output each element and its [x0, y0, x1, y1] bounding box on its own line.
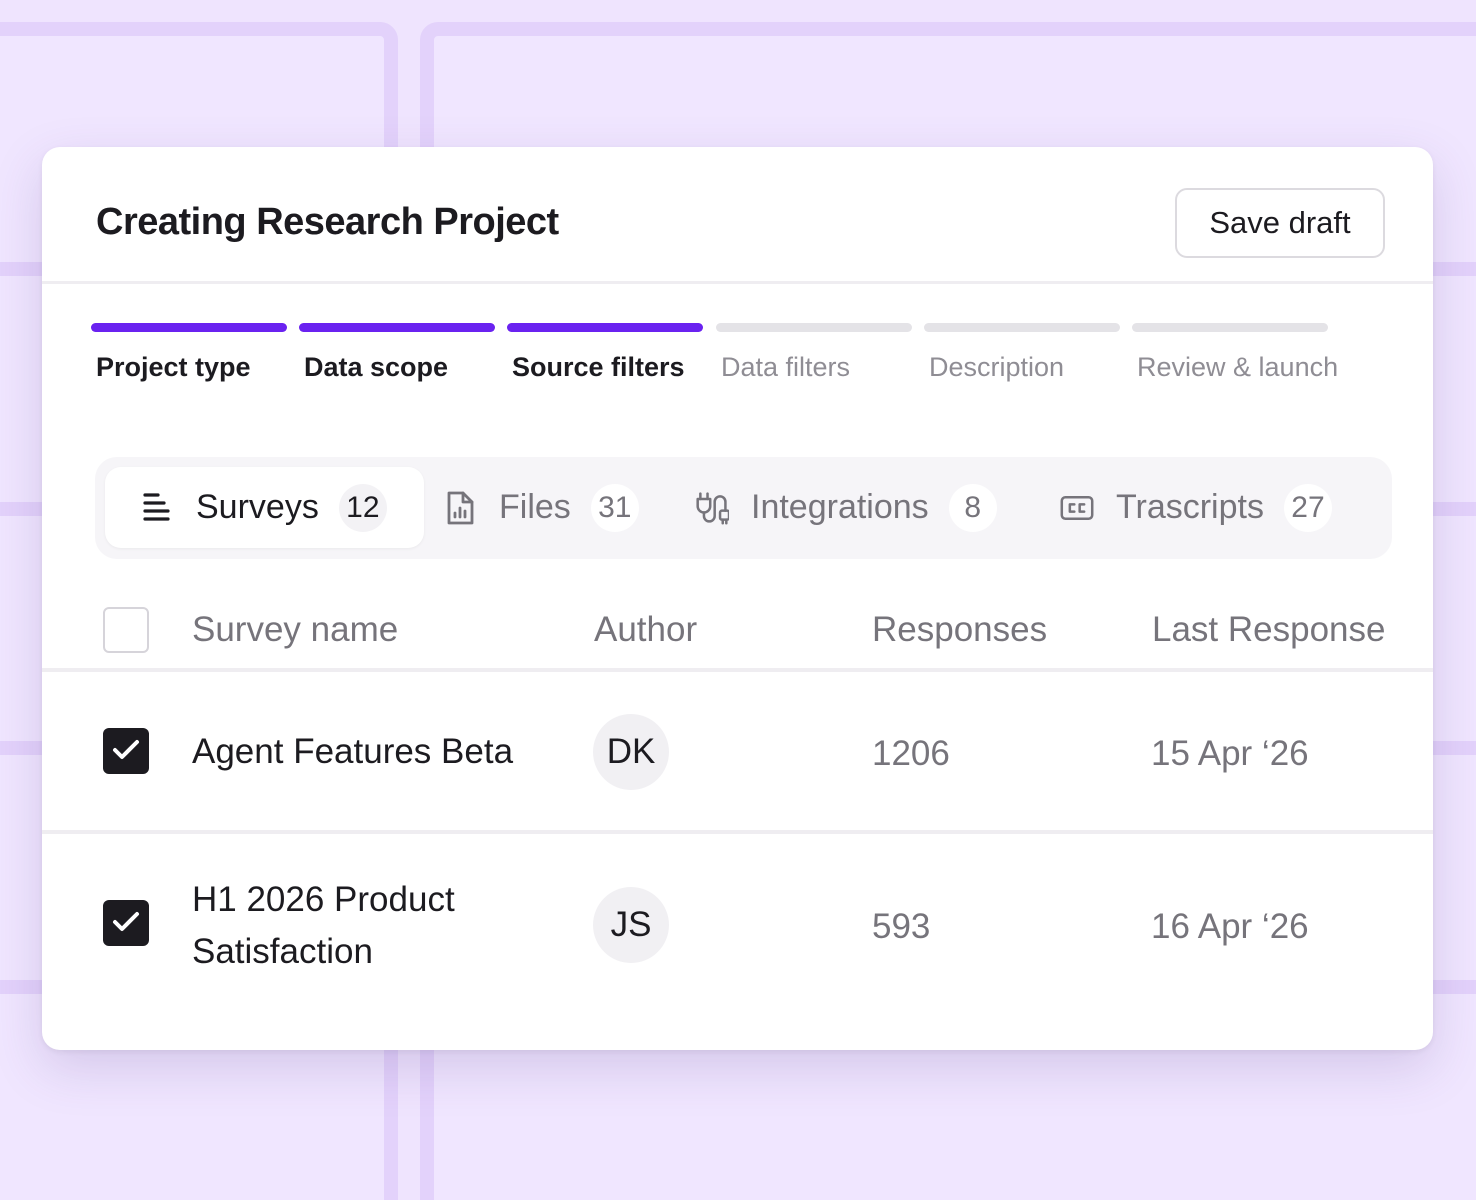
tab-label: Trascripts	[1116, 488, 1264, 526]
tab-transcripts[interactable]: Trascripts 27	[1060, 467, 1360, 548]
avatar: JS	[593, 887, 669, 963]
select-all-checkbox[interactable]	[103, 607, 149, 653]
tab-label: Files	[499, 488, 571, 526]
survey-name: H1 2026 Product Satisfaction	[192, 880, 455, 971]
plug-icon	[695, 491, 729, 525]
step-label: Review & launch	[1137, 352, 1339, 382]
last-response-date: 15 Apr ‘26	[1151, 734, 1309, 773]
column-header-responses[interactable]: Responses	[872, 610, 1048, 649]
step-label: Description	[929, 352, 1065, 382]
step-source-filters[interactable]: Source filters	[507, 323, 703, 383]
research-project-card: Creating Research Project Save draft Pro…	[42, 147, 1433, 1050]
tab-count-badge: 31	[590, 483, 639, 532]
file-chart-icon	[443, 491, 477, 525]
surveys-table: Survey name Author Responses Last Respon…	[42, 587, 1433, 1044]
step-progress-bar	[507, 323, 703, 332]
table-row[interactable]: Agent Features Beta DK 1206 15 Apr ‘26	[42, 672, 1433, 834]
tab-count-badge: 12	[338, 483, 387, 532]
tab-count-badge: 8	[948, 483, 997, 532]
row-checkbox[interactable]	[103, 728, 149, 774]
step-data-filters[interactable]: Data filters	[716, 323, 912, 383]
step-description[interactable]: Description	[924, 323, 1120, 383]
card-header: Creating Research Project Save draft	[42, 147, 1433, 284]
step-review-launch[interactable]: Review & launch	[1132, 323, 1339, 383]
column-header-author[interactable]: Author	[594, 610, 698, 649]
step-progress-bar	[91, 323, 287, 332]
tab-surveys[interactable]: Surveys 12	[105, 467, 424, 548]
responses-count: 593	[872, 907, 931, 946]
step-label: Data filters	[721, 352, 851, 382]
save-draft-button[interactable]: Save draft	[1175, 188, 1385, 258]
table-header: Survey name Author Responses Last Respon…	[42, 587, 1433, 672]
table-row[interactable]: H1 2026 Product Satisfaction JS 593 16 A…	[42, 834, 1433, 1044]
progress-stepper: Project type Data scope Source filters D…	[91, 323, 1391, 403]
step-data-scope[interactable]: Data scope	[299, 323, 495, 383]
step-progress-bar	[924, 323, 1120, 332]
tab-files[interactable]: Files 31	[443, 467, 663, 548]
step-label: Project type	[96, 352, 251, 382]
tab-count-badge: 27	[1283, 483, 1332, 532]
tab-label: Surveys	[196, 488, 319, 526]
page-title: Creating Research Project	[96, 201, 559, 243]
last-response-date: 16 Apr ‘26	[1151, 907, 1309, 946]
source-tabs: Surveys 12 Files 31	[95, 457, 1392, 559]
step-progress-bar	[716, 323, 912, 332]
list-icon	[140, 491, 174, 525]
step-project-type[interactable]: Project type	[91, 323, 287, 383]
tab-label: Integrations	[751, 488, 929, 526]
column-header-last-response[interactable]: Last Response	[1152, 610, 1386, 649]
column-header-survey-name[interactable]: Survey name	[192, 610, 399, 649]
step-label: Source filters	[512, 352, 685, 382]
step-progress-bar	[1132, 323, 1328, 332]
closed-caption-icon	[1060, 491, 1094, 525]
avatar: DK	[593, 714, 669, 790]
row-checkbox[interactable]	[103, 900, 149, 946]
responses-count: 1206	[872, 734, 950, 773]
step-label: Data scope	[304, 352, 449, 382]
step-progress-bar	[299, 323, 495, 332]
tab-integrations[interactable]: Integrations 8	[695, 467, 1025, 548]
survey-name: Agent Features Beta	[192, 732, 514, 771]
